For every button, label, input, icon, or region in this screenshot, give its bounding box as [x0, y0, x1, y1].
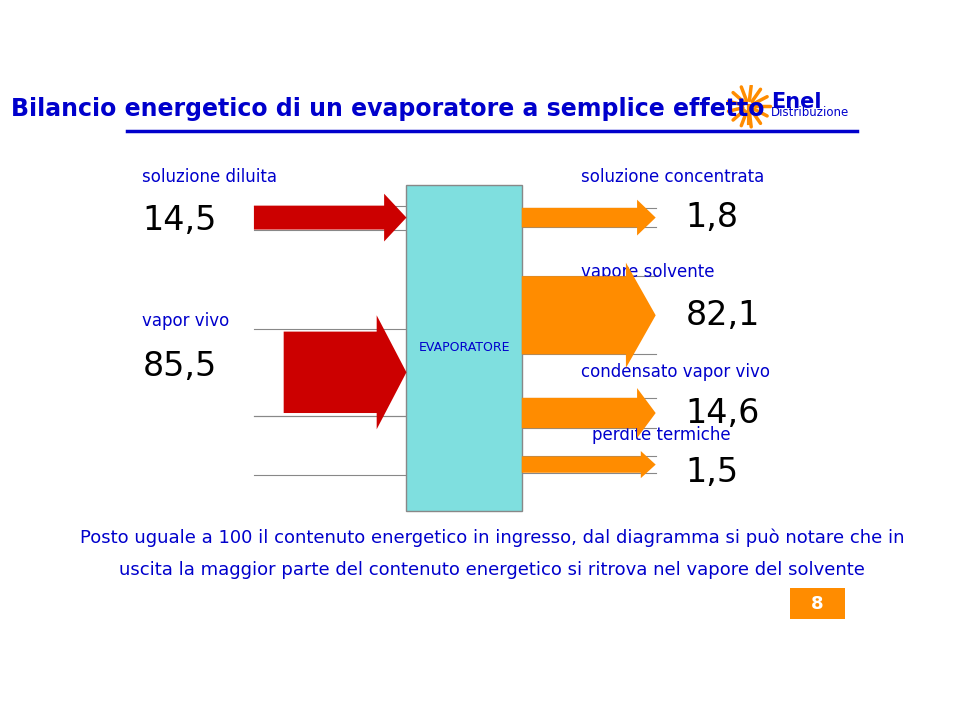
Text: Distribuzione: Distribuzione	[771, 106, 850, 119]
FancyArrow shape	[253, 194, 406, 242]
Bar	[789, 588, 846, 619]
Text: 85,5: 85,5	[142, 350, 217, 384]
Text: uscita la maggior parte del contenuto energetico si ritrova nel vapore del solve: uscita la maggior parte del contenuto en…	[119, 561, 865, 580]
Text: soluzione concentrata: soluzione concentrata	[581, 168, 764, 186]
Text: 1,8: 1,8	[685, 201, 738, 234]
Text: 14,5: 14,5	[142, 204, 217, 237]
Text: EVAPORATORE: EVAPORATORE	[419, 341, 510, 355]
Text: 8: 8	[811, 594, 824, 613]
Text: Bilancio energetico di un evaporatore a semplice effetto: Bilancio energetico di un evaporatore a …	[12, 97, 764, 121]
Text: vapor vivo: vapor vivo	[142, 312, 229, 330]
Text: 14,6: 14,6	[685, 396, 759, 429]
Text: vapore solvente: vapore solvente	[581, 263, 715, 281]
FancyArrow shape	[522, 451, 656, 478]
FancyArrow shape	[522, 263, 656, 368]
Text: Enel: Enel	[771, 92, 822, 112]
FancyArrow shape	[522, 388, 656, 438]
Bar	[406, 185, 522, 510]
Text: 82,1: 82,1	[685, 299, 759, 332]
Text: condensato vapor vivo: condensato vapor vivo	[581, 363, 770, 381]
Text: Posto uguale a 100 il contenuto energetico in ingresso, dal diagramma si può not: Posto uguale a 100 il contenuto energeti…	[80, 529, 904, 547]
FancyArrow shape	[283, 315, 406, 429]
Text: 1,5: 1,5	[685, 456, 738, 489]
FancyArrow shape	[522, 200, 656, 235]
Text: perdite termiche: perdite termiche	[592, 426, 732, 443]
Text: soluzione diluita: soluzione diluita	[142, 168, 277, 186]
